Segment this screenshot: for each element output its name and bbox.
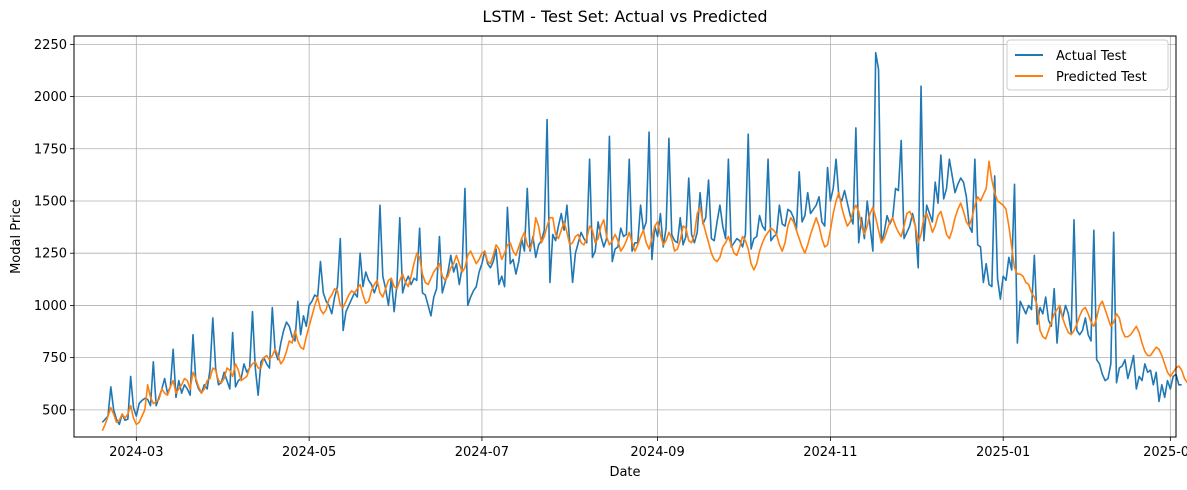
y-tick-label: 2000 — [34, 90, 67, 105]
x-tick-label: 2025-01 — [976, 445, 1030, 460]
x-axis-label: Date — [609, 465, 640, 480]
series-line-actual-test — [101, 51, 1182, 426]
y-tick-label: 2250 — [34, 38, 67, 53]
legend-label: Actual Test — [1056, 49, 1126, 64]
series-line-predicted-test — [101, 160, 1187, 432]
plot-frame — [73, 35, 1177, 438]
y-tick-label: 1000 — [34, 299, 67, 314]
y-tick-label: 1500 — [34, 194, 67, 209]
y-axis: 500 750 1000 1250 1500 1750 2000 2250 — [34, 38, 74, 418]
x-tick-label: 2025-03 — [1143, 445, 1187, 460]
y-axis-label: Modal Price — [9, 199, 24, 274]
legend-label: Predicted Test — [1056, 70, 1147, 85]
y-tick-label: 1250 — [34, 247, 67, 262]
y-tick-label: 500 — [42, 403, 67, 418]
y-tick-label: 750 — [42, 351, 67, 366]
y-tick-label: 1750 — [34, 142, 67, 157]
x-tick-label: 2024-07 — [455, 445, 509, 460]
series-layer — [101, 51, 1187, 432]
legend-box — [1006, 39, 1169, 91]
x-tick-label: 2024-11 — [803, 445, 857, 460]
legend: Actual Test Predicted Test — [1006, 39, 1169, 91]
x-tick-label: 2024-09 — [630, 445, 684, 460]
chart-title: LSTM - Test Set: Actual vs Predicted — [482, 7, 767, 26]
x-tick-label: 2024-03 — [109, 445, 163, 460]
x-tick-label: 2024-05 — [282, 445, 336, 460]
x-axis: 2024-03 2024-05 2024-07 2024-09 2024-11 2025-… — [109, 437, 1187, 460]
